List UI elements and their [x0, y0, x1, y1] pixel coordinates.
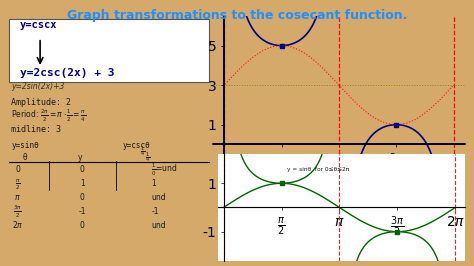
Text: y=cscθ: y=cscθ	[122, 141, 150, 150]
Text: 0: 0	[80, 221, 85, 230]
Text: $\frac{1}{4}$: $\frac{1}{4}$	[145, 151, 150, 165]
Text: $\frac{\pi}{2}$: $\frac{\pi}{2}$	[15, 177, 20, 192]
Text: 0: 0	[80, 165, 85, 174]
Text: 1: 1	[152, 179, 156, 188]
Text: $2\pi$: $2\pi$	[12, 219, 24, 230]
Text: y=cscx: y=cscx	[20, 20, 57, 30]
Text: Period: $\frac{2\pi}{2}=\pi\cdot\frac{1}{2}=\frac{\pi}{4}$: Period: $\frac{2\pi}{2}=\pi\cdot\frac{1}…	[11, 108, 86, 124]
Text: y=sinθ: y=sinθ	[11, 141, 39, 150]
Text: 1: 1	[80, 179, 85, 188]
Text: θ: θ	[22, 153, 27, 162]
Text: und: und	[152, 193, 166, 202]
Text: Amplitude: 2: Amplitude: 2	[11, 98, 71, 107]
Text: $\pi$: $\pi$	[15, 193, 21, 202]
Text: und: und	[152, 221, 166, 230]
Text: y: y	[78, 153, 82, 162]
Text: y = sinθ  for 0≤θ≤2π: y = sinθ for 0≤θ≤2π	[287, 167, 349, 172]
Text: $\frac{1}{0}$=und: $\frac{1}{0}$=und	[152, 162, 178, 178]
Text: $\frac{3\pi}{2}$: $\frac{3\pi}{2}$	[13, 203, 22, 220]
Text: y=2sin(2x)+3: y=2sin(2x)+3	[11, 82, 64, 91]
Text: Graph transformations to the cosecant function.: Graph transformations to the cosecant fu…	[67, 9, 407, 22]
Text: 0: 0	[15, 165, 20, 174]
Text: -1: -1	[152, 207, 159, 216]
Text: 0: 0	[80, 193, 85, 202]
Text: $\frac{1}{4}$: $\frac{1}{4}$	[140, 145, 146, 159]
Text: -1: -1	[79, 207, 86, 216]
Text: midline: 3: midline: 3	[11, 125, 61, 134]
Text: y=2csc(2x) + 3: y=2csc(2x) + 3	[20, 68, 115, 78]
FancyBboxPatch shape	[9, 19, 210, 82]
